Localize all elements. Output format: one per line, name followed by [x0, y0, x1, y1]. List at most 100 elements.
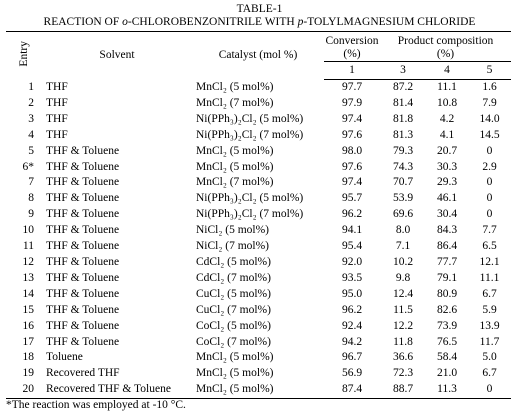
table-row: 8 THF & Toluene Ni(PPh₃)₂Cl₂ (5 mol%) 95.7 5… [6, 191, 511, 207]
entry-cell: 16 [22, 319, 35, 332]
solvent-cell: Recovered THF & Toluene [42, 382, 192, 400]
table-row: 13 THF & Toluene CdCl₂ (7 mol%) 93.5 9.8 79.1… [6, 271, 511, 287]
product-cell: 12.1 [479, 255, 500, 268]
product-cell: 69.6 [392, 208, 414, 221]
solvent-cell: THF & Toluene [46, 240, 120, 253]
product-cell: 29.3 [436, 176, 458, 189]
header-cell: 1 [324, 61, 380, 80]
conversion-cell: 97.6 [341, 160, 363, 173]
entry-header: Entry [17, 40, 30, 67]
conversion-cell: 97.9 [341, 96, 363, 109]
title-part: p [297, 16, 304, 28]
entry-cell: 2 [28, 96, 34, 109]
conversion-cell: 98.0 [341, 144, 363, 157]
header-cell: 3 [380, 61, 426, 80]
table-label: TABLE-1 [236, 3, 283, 15]
table-row: 17 THF & Toluene CoCl₂ (7 mol%) 94.2 11.8 76.… [6, 335, 511, 351]
product-cell: 81.3 [392, 128, 414, 141]
table-row: 3 THF Ni(PPh₃)₂Cl₂ (5 mol%) 97.4 81.8 4.2 14.0 [6, 112, 511, 128]
conversion-cell: 92.0 [341, 255, 363, 268]
table-row: 9 THF & Toluene Ni(PPh₃)₂Cl₂ (7 mol%) 96.2 6… [6, 207, 511, 223]
conversion-cell: 96.7 [341, 351, 363, 364]
product-cell: 36.6 [392, 351, 414, 364]
solvent-cell: THF & Toluene [46, 176, 120, 189]
header-row: Entry Solvent Catalyst (mol %) Conversio… [6, 31, 512, 80]
title-part: REACTION OF [43, 16, 123, 28]
product-cell: 5.0 [482, 351, 497, 364]
data-table: Entry Solvent Catalyst (mol %) Conversio… [6, 31, 512, 400]
table-row: 5 THF & Toluene MnCl₂ (5 mol%) 98.0 79.3 20.7… [6, 144, 511, 160]
product-cell: 72.3 [392, 367, 414, 380]
catalyst-cell: NiCl₂ (5 mol%) [196, 224, 270, 237]
conversion-cell: 56.9 [341, 367, 363, 380]
product-cell: 77.7 [436, 255, 458, 268]
conversion-cell: 93.5 [341, 271, 363, 284]
table-row: 2 THF MnCl₂ (7 mol%) 97.9 81.4 10.8 7.9 [6, 96, 511, 112]
product-cell: 7.9 [482, 96, 497, 109]
catalyst-cell: Ni(PPh₃)₂Cl₂ (7 mol%) [196, 128, 304, 141]
product-cell: 10.2 [392, 255, 414, 268]
product-cell: 74.3 [392, 160, 414, 173]
table-row: 19 Recovered THF MnCl₂ (5 mol%) 56.9 72.3 21.… [6, 366, 511, 382]
product-cell: 7.1 [395, 240, 411, 253]
entry-cell: 1 [28, 80, 34, 93]
table-row: 10 THF & Toluene NiCl₂ (5 mol%) 94.1 8.0 84.3… [6, 223, 511, 239]
entry-cell: 11 [22, 240, 34, 253]
solvent-cell: THF & Toluene [46, 224, 120, 237]
product-cell: 11.1 [479, 271, 500, 284]
catalyst-cell: NiCl₂ (7 mol%) [196, 240, 270, 253]
product-cell: 0 [486, 192, 493, 205]
catalyst-cell: Ni(PPh₃)₂Cl₂ (5 mol%) [196, 112, 304, 125]
conversion-cell: 96.2 [341, 303, 363, 316]
product-cell: 4.2 [439, 112, 455, 125]
title-part: -TOLYLMAGNESIUM CHLORIDE [303, 16, 476, 28]
header-cell: Catalyst (mol %) [192, 31, 324, 80]
header-cell: 5 [468, 61, 512, 80]
entry-cell: 20 [6, 382, 42, 400]
entry-cell: 4 [28, 128, 34, 141]
solvent-cell: THF & Toluene [46, 144, 120, 157]
table-row: 14 THF & Toluene CuCl₂ (5 mol%) 95.0 12.4 80.… [6, 287, 511, 303]
entry-cell: 18 [22, 351, 35, 364]
conversion-cell: 95.4 [341, 240, 363, 253]
catalyst-cell: CdCl₂ (7 mol%) [196, 271, 271, 284]
product-cell: 81.4 [392, 96, 414, 109]
table-title: REACTION OF o-CHLOROBENZONITRILE WITH p-… [0, 16, 519, 29]
catalyst-cell: CoCl₂ (7 mol%) [196, 335, 271, 348]
catalyst-cell: MnCl₂ (5 mol%) [196, 367, 274, 380]
header-cell: (%) [324, 48, 380, 62]
table-row: 1 THF MnCl₂ (5 mol%) 97.7 87.2 11.1 1.6 [6, 80, 511, 96]
solvent-cell: THF & Toluene [46, 160, 120, 173]
product-cell: 0 [486, 208, 493, 221]
product-cell: 11.1 [437, 81, 457, 93]
product-cell: 13.9 [479, 319, 500, 332]
conversion-cell: 92.4 [341, 319, 363, 332]
product-cell: 30.4 [436, 208, 458, 221]
product-cell: 8.0 [395, 224, 411, 237]
entry-cell: 8 [28, 192, 34, 205]
product-cell: 84.3 [436, 224, 458, 237]
table-row: 20 Recovered THF & Toluene MnCl₂ (5 mol%) 8… [6, 382, 512, 400]
table-row: 6* THF & Toluene MnCl₂ (5 mol%) 97.6 74.3 30.… [6, 160, 511, 176]
product-cell: 4.1 [439, 128, 455, 141]
entry-cell: 3 [28, 112, 34, 125]
catalyst-cell: MnCl₂ (5 mol%) [196, 351, 274, 364]
product-cell: 81.8 [392, 112, 414, 125]
product-cell: 79.1 [436, 271, 458, 284]
product-cell: 11.7 [479, 335, 500, 348]
entry-cell: 15 [22, 303, 35, 316]
table-head: Entry Solvent Catalyst (mol %) Conversio… [6, 31, 512, 80]
entry-cell: 10 [22, 224, 35, 237]
product-cell: 20.7 [436, 144, 458, 157]
table-row: 12 THF & Toluene CdCl₂ (5 mol%) 92.0 10.2 77.… [6, 255, 511, 271]
solvent-cell: THF & Toluene [46, 287, 120, 300]
product-cell: 82.6 [436, 303, 458, 316]
product-cell: 87.2 [392, 81, 414, 93]
product-cell: 53.9 [392, 192, 414, 205]
table-row: 18 Toluene MnCl₂ (5 mol%) 96.7 36.6 58.4 5.0 [6, 350, 511, 366]
conversion-cell: 97.6 [341, 128, 363, 141]
solvent-cell: THF & Toluene [46, 208, 120, 221]
entry-cell: 14 [22, 287, 35, 300]
product-cell: 7.7 [482, 224, 497, 237]
conversion-cell: 94.2 [341, 335, 363, 348]
